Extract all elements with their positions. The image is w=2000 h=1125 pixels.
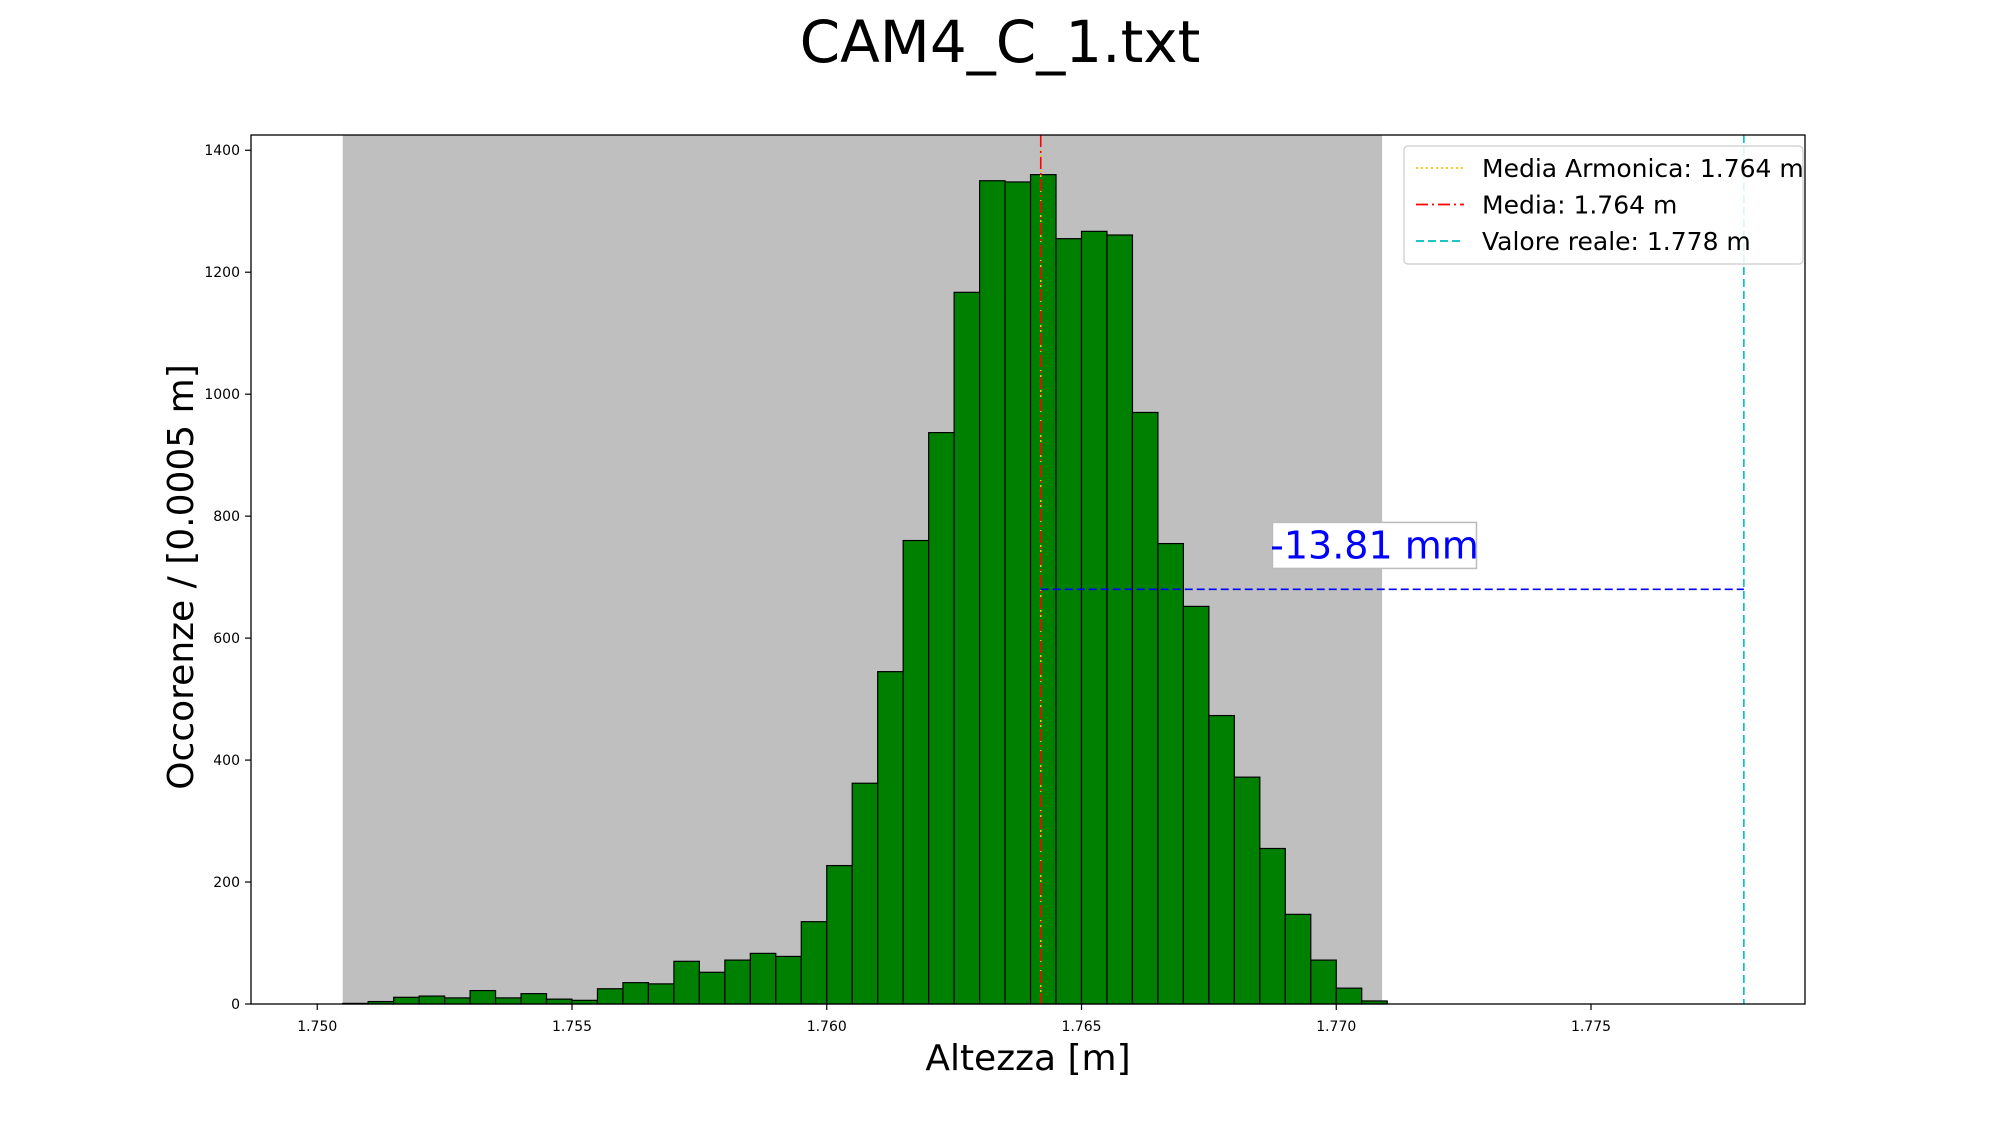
- y-tick-label: 600: [213, 631, 240, 647]
- histogram-bar: [902, 539, 930, 1005]
- plot-area: -13.81 mm 1.750 1.755 1.760 1.765 1.770 1.775 0…: [204, 134, 1806, 1035]
- histogram-bar: [1182, 605, 1210, 1005]
- annotation-box: [1271, 521, 1478, 570]
- histogram-bar: [724, 959, 751, 1005]
- histogram-bar: [1106, 234, 1134, 1005]
- x-tick-label: 1.760: [807, 1019, 847, 1035]
- histogram-bar: [1284, 913, 1312, 1005]
- difference-annotation: -13.81 mm: [1270, 523, 1479, 567]
- histogram-bar: [393, 996, 420, 1005]
- y-tick-label: 1400: [204, 143, 240, 159]
- histogram-bar: [418, 995, 446, 1005]
- histogram-bar: [596, 988, 624, 1005]
- histogram-bar: [469, 989, 497, 1005]
- histogram-bar: [520, 993, 548, 1005]
- legend-entry-label: Media: 1.764 m: [1482, 191, 1677, 220]
- histogram-bar: [775, 955, 802, 1005]
- histogram-bar: [1004, 181, 1032, 1005]
- histogram-bar: [851, 782, 879, 1005]
- x-axis-label: Altezza [m]: [925, 1038, 1130, 1079]
- histogram-bar: [800, 921, 828, 1005]
- histogram-bar: [698, 971, 726, 1005]
- histogram-bar: [545, 998, 573, 1005]
- legend-box: [1403, 145, 1804, 265]
- histogram-bar: [877, 671, 904, 1005]
- x-tick-label: 1.775: [1571, 1019, 1611, 1035]
- histogram-bar: [1233, 776, 1261, 1005]
- y-tick-label: 400: [213, 753, 240, 769]
- histogram-bar: [1157, 542, 1184, 1005]
- histogram-bar: [622, 982, 650, 1005]
- histogram-bar: [444, 997, 471, 1005]
- legend-entry-label: Media Armonica: 1.764 m: [1482, 154, 1804, 183]
- y-tick-label: 0: [231, 997, 240, 1013]
- legend-entry-label: Valore reale: 1.778 m: [1482, 227, 1751, 256]
- histogram-bar: [1208, 714, 1235, 1005]
- axes-frame: [250, 134, 1806, 1005]
- x-tick-label: 1.755: [552, 1019, 592, 1035]
- histogram-bar: [928, 431, 955, 1005]
- histogram-bar: [826, 864, 853, 1005]
- y-axis-label: Occorenze / [0.0005 m]: [161, 364, 202, 790]
- histogram-bar: [647, 983, 675, 1005]
- chart-title: CAM4_C_1.txt: [800, 8, 1201, 76]
- y-tick-label: 1200: [204, 265, 240, 281]
- x-tick-label: 1.765: [1061, 1019, 1101, 1035]
- y-tick-label: 800: [213, 509, 240, 525]
- y-tick-label: 200: [213, 875, 240, 891]
- x-tick-label: 1.770: [1316, 1019, 1356, 1035]
- x-tick-label: 1.750: [297, 1019, 337, 1035]
- histogram-bar: [494, 997, 522, 1005]
- histogram-bar: [953, 291, 981, 1005]
- histogram-bar: [1080, 230, 1108, 1005]
- y-tick-label: 1000: [204, 387, 240, 403]
- histogram-bar: [1259, 847, 1286, 1005]
- histogram-bar: [1055, 238, 1083, 1005]
- histogram-bar: [1335, 987, 1363, 1005]
- histogram-bar: [1131, 411, 1159, 1005]
- histogram-bar: [749, 952, 777, 1005]
- histogram-bar: [978, 180, 1006, 1005]
- histogram-bar: [673, 960, 700, 1005]
- histogram-bar: [1310, 959, 1337, 1005]
